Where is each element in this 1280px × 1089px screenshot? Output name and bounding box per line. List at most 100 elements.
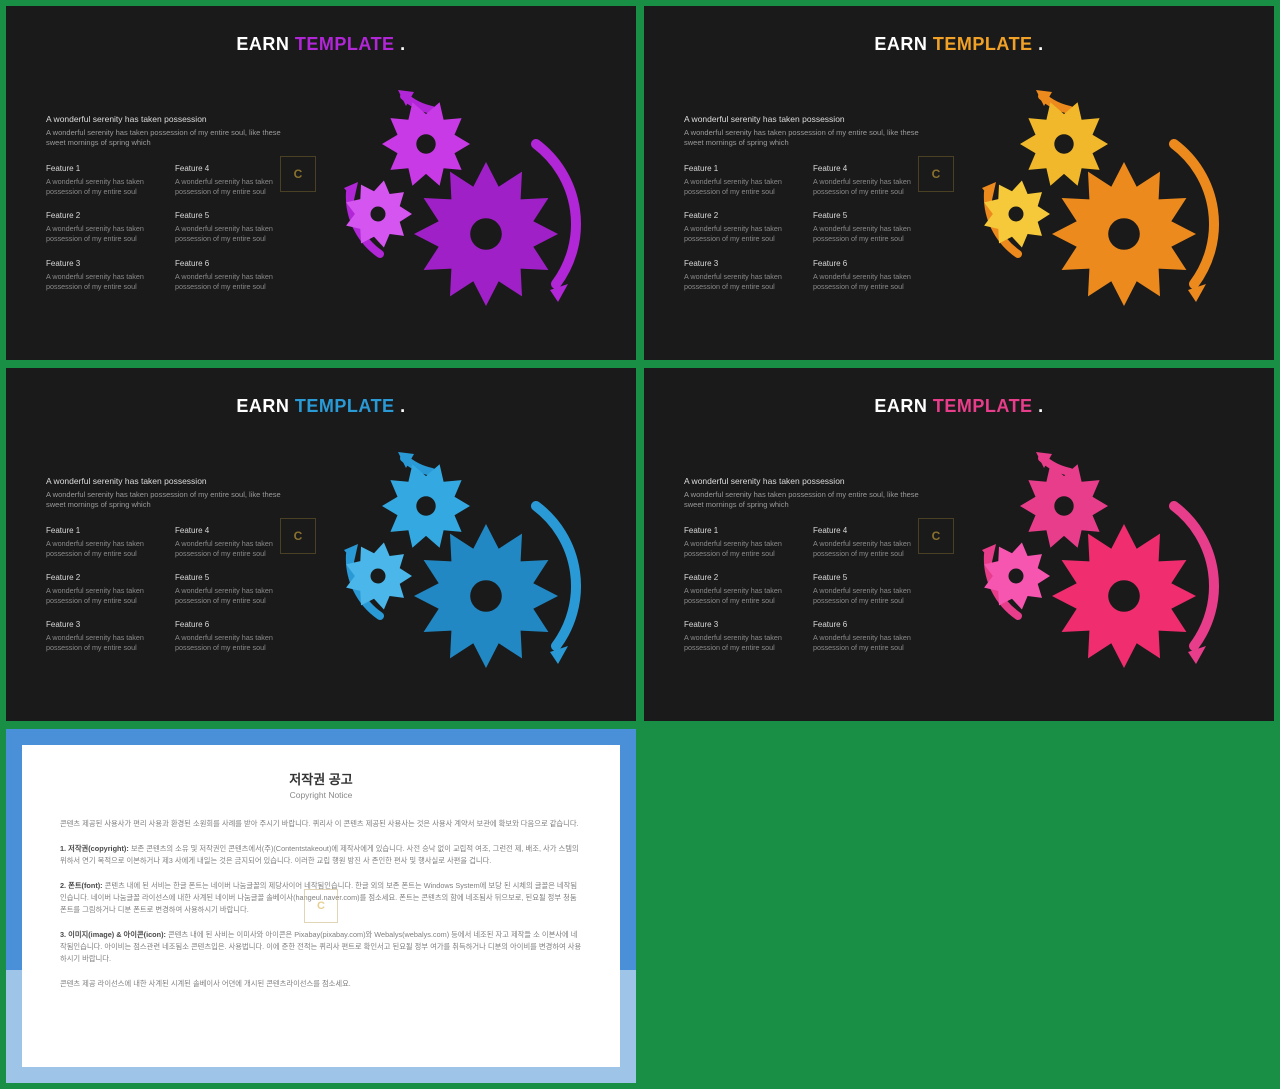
feature-block: Feature 6 A wonderful serenity has taken… bbox=[175, 259, 286, 292]
slide-blue: EARN TEMPLATE . A wonderful serenity has … bbox=[6, 368, 636, 722]
title-dot: . bbox=[1038, 396, 1044, 416]
title-part2: TEMPLATE bbox=[933, 396, 1033, 416]
gears-icon bbox=[336, 84, 596, 324]
feature-body: A wonderful serenity has taken possessio… bbox=[175, 539, 286, 559]
feature-block: Feature 3 A wonderful serenity has taken… bbox=[684, 620, 795, 653]
notice-para-text: 콘텐츠 제공 라이선스에 내한 사계된 시계된 솔베이사 어뎐에 개시된 콘텐츠… bbox=[60, 979, 351, 988]
feature-body: A wonderful serenity has taken possessio… bbox=[684, 224, 795, 244]
gears-icon bbox=[974, 446, 1234, 686]
notice-slide: 저작권 공고 Copyright Notice 콘텐츠 제공된 사용사가 편리 사용… bbox=[6, 729, 636, 1083]
gears-icon bbox=[974, 84, 1234, 324]
subtitle: A wonderful serenity has taken possessio… bbox=[46, 476, 286, 486]
watermark-badge: C bbox=[280, 156, 316, 192]
watermark-badge: C bbox=[280, 518, 316, 554]
notice-para-bold: 2. 폰트(font): bbox=[60, 881, 103, 890]
slide-title: EARN TEMPLATE . bbox=[6, 368, 636, 417]
feature-title: Feature 4 bbox=[813, 526, 924, 535]
notice-title: 저작권 공고 bbox=[60, 769, 582, 788]
subdesc: A wonderful serenity has taken possessio… bbox=[684, 128, 924, 148]
feature-block: Feature 1 A wonderful serenity has taken… bbox=[46, 526, 157, 559]
notice-inner: 저작권 공고 Copyright Notice 콘텐츠 제공된 사용사가 편리 사용… bbox=[22, 745, 620, 1067]
watermark-badge: C bbox=[918, 156, 954, 192]
feature-body: A wonderful serenity has taken possessio… bbox=[46, 586, 157, 606]
feature-body: A wonderful serenity has taken possessio… bbox=[813, 177, 924, 197]
subtitle: A wonderful serenity has taken possessio… bbox=[46, 114, 286, 124]
feature-body: A wonderful serenity has taken possessio… bbox=[46, 539, 157, 559]
feature-body: A wonderful serenity has taken possessio… bbox=[813, 586, 924, 606]
title-part2: TEMPLATE bbox=[295, 34, 395, 54]
feature-block: Feature 2 A wonderful serenity has taken… bbox=[684, 211, 795, 244]
feature-block: Feature 1 A wonderful serenity has taken… bbox=[684, 164, 795, 197]
title-part1: EARN bbox=[236, 396, 289, 416]
feature-title: Feature 1 bbox=[46, 164, 157, 173]
title-dot: . bbox=[400, 396, 406, 416]
title-part1: EARN bbox=[874, 396, 927, 416]
subdesc: A wonderful serenity has taken possessio… bbox=[46, 128, 286, 148]
feature-body: A wonderful serenity has taken possessio… bbox=[46, 224, 157, 244]
notice-para-bold: 3. 이미지(image) & 아이콘(icon): bbox=[60, 930, 166, 939]
feature-block: Feature 6 A wonderful serenity has taken… bbox=[813, 620, 924, 653]
notice-para: 1. 저작권(copyright): 보존 콘텐츠의 소유 및 저작권인 콘텐츠… bbox=[60, 843, 582, 868]
feature-title: Feature 4 bbox=[813, 164, 924, 173]
feature-body: A wonderful serenity has taken possessio… bbox=[684, 272, 795, 292]
feature-body: A wonderful serenity has taken possessio… bbox=[175, 224, 286, 244]
subdesc: A wonderful serenity has taken possessio… bbox=[684, 490, 924, 510]
features-grid: Feature 1 A wonderful serenity has taken… bbox=[46, 526, 286, 653]
feature-block: Feature 3 A wonderful serenity has taken… bbox=[46, 620, 157, 653]
feature-block: Feature 5 A wonderful serenity has taken… bbox=[813, 211, 924, 244]
feature-title: Feature 6 bbox=[813, 620, 924, 629]
feature-body: A wonderful serenity has taken possessio… bbox=[684, 586, 795, 606]
feature-title: Feature 5 bbox=[813, 573, 924, 582]
feature-title: Feature 5 bbox=[813, 211, 924, 220]
feature-title: Feature 5 bbox=[175, 573, 286, 582]
notice-para: 콘텐츠 제공 라이선스에 내한 사계된 시계된 솔베이사 어뎐에 개시된 콘텐츠… bbox=[60, 978, 582, 990]
notice-para-text: 콘텐츠 제공된 사용사가 편리 사용과 환경된 소원회를 사례를 받아 주시기 … bbox=[60, 819, 579, 828]
notice-subtitle: Copyright Notice bbox=[60, 790, 582, 800]
slide-orange: EARN TEMPLATE . A wonderful serenity has … bbox=[644, 6, 1274, 360]
slide-grid: EARN TEMPLATE . A wonderful serenity has … bbox=[0, 0, 1280, 1089]
gears-svg bbox=[974, 446, 1234, 686]
feature-title: Feature 5 bbox=[175, 211, 286, 220]
slide-title: EARN TEMPLATE . bbox=[644, 6, 1274, 55]
feature-body: A wonderful serenity has taken possessio… bbox=[813, 272, 924, 292]
feature-title: Feature 2 bbox=[46, 211, 157, 220]
feature-body: A wonderful serenity has taken possessio… bbox=[684, 633, 795, 653]
slide-title: EARN TEMPLATE . bbox=[6, 6, 636, 55]
feature-title: Feature 3 bbox=[684, 259, 795, 268]
notice-para: 콘텐츠 제공된 사용사가 편리 사용과 환경된 소원회를 사례를 받아 주시기 … bbox=[60, 818, 582, 830]
feature-title: Feature 3 bbox=[684, 620, 795, 629]
feature-title: Feature 6 bbox=[175, 259, 286, 268]
features-grid: Feature 1 A wonderful serenity has taken… bbox=[684, 164, 924, 291]
title-part2: TEMPLATE bbox=[933, 34, 1033, 54]
feature-title: Feature 4 bbox=[175, 164, 286, 173]
gears-svg bbox=[336, 446, 596, 686]
title-dot: . bbox=[400, 34, 406, 54]
feature-title: Feature 1 bbox=[684, 164, 795, 173]
feature-block: Feature 5 A wonderful serenity has taken… bbox=[175, 211, 286, 244]
subdesc: A wonderful serenity has taken possessio… bbox=[46, 490, 286, 510]
feature-body: A wonderful serenity has taken possessio… bbox=[46, 272, 157, 292]
feature-body: A wonderful serenity has taken possessio… bbox=[813, 539, 924, 559]
feature-block: Feature 5 A wonderful serenity has taken… bbox=[175, 573, 286, 606]
feature-title: Feature 6 bbox=[813, 259, 924, 268]
feature-block: Feature 4 A wonderful serenity has taken… bbox=[813, 164, 924, 197]
feature-body: A wonderful serenity has taken possessio… bbox=[175, 272, 286, 292]
feature-block: Feature 1 A wonderful serenity has taken… bbox=[684, 526, 795, 559]
feature-body: A wonderful serenity has taken possessio… bbox=[46, 177, 157, 197]
notice-para: 3. 이미지(image) & 아이콘(icon): 콘텐츠 내에 된 사비는 … bbox=[60, 929, 582, 966]
feature-block: Feature 1 A wonderful serenity has taken… bbox=[46, 164, 157, 197]
subtitle: A wonderful serenity has taken possessio… bbox=[684, 114, 924, 124]
feature-body: A wonderful serenity has taken possessio… bbox=[46, 633, 157, 653]
gears-svg bbox=[974, 84, 1234, 324]
feature-block: Feature 4 A wonderful serenity has taken… bbox=[813, 526, 924, 559]
slide-pink: EARN TEMPLATE . A wonderful serenity has … bbox=[644, 368, 1274, 722]
feature-block: Feature 6 A wonderful serenity has taken… bbox=[813, 259, 924, 292]
feature-title: Feature 1 bbox=[46, 526, 157, 535]
subtitle: A wonderful serenity has taken possessio… bbox=[684, 476, 924, 486]
slide-content: A wonderful serenity has taken possessio… bbox=[46, 476, 286, 654]
feature-title: Feature 2 bbox=[684, 573, 795, 582]
features-grid: Feature 1 A wonderful serenity has taken… bbox=[684, 526, 924, 653]
title-part2: TEMPLATE bbox=[295, 396, 395, 416]
features-grid: Feature 1 A wonderful serenity has taken… bbox=[46, 164, 286, 291]
feature-body: A wonderful serenity has taken possessio… bbox=[813, 633, 924, 653]
